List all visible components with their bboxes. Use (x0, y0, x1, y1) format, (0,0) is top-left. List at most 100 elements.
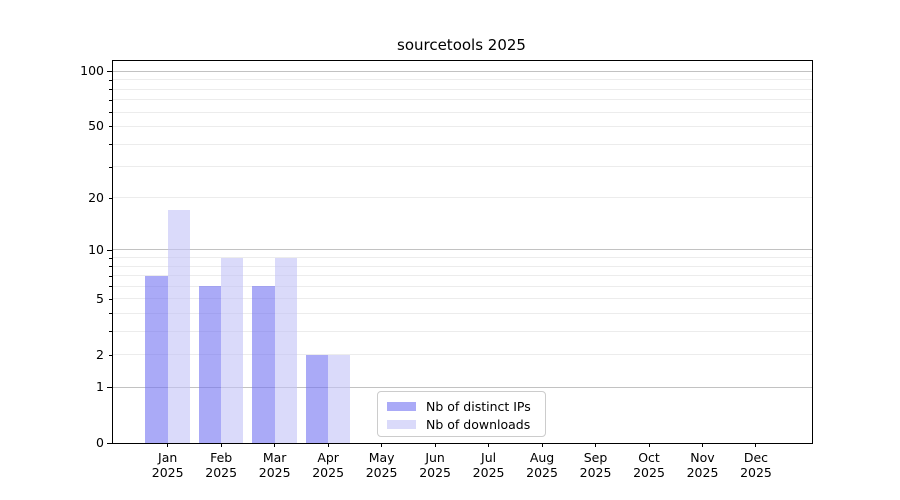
minor-gridline (113, 88, 812, 90)
minor-gridline (113, 298, 812, 300)
y-tick-label: 10 (88, 241, 104, 257)
x-tick-month: May (368, 450, 395, 465)
y-minor-tick-mark (109, 266, 112, 268)
x-tick-mark (381, 443, 383, 447)
x-tick-label: May 2025 (355, 450, 409, 480)
y-tick-mark (109, 298, 112, 300)
major-gridline (113, 70, 812, 72)
x-tick-mark (702, 443, 703, 447)
legend-items: Nb of distinct IPs Nb of downloads (386, 397, 537, 433)
minor-gridline (113, 312, 812, 314)
bar-nb-of-distinct-ips-feb (198, 286, 222, 443)
minor-gridline (113, 265, 812, 267)
major-gridline (113, 386, 812, 388)
x-tick-month: Apr (317, 450, 339, 465)
legend-swatch (387, 419, 416, 429)
x-tick-mark (595, 443, 597, 447)
x-tick-year: 2025 (258, 465, 291, 480)
x-tick-month: Nov (690, 450, 715, 465)
y-minor-tick-mark (109, 79, 112, 81)
y-minor-tick-mark (109, 313, 112, 315)
y-minor-tick-mark (109, 257, 112, 259)
legend-label: Nb of downloads (426, 416, 531, 432)
x-tick-year: 2025 (151, 465, 184, 480)
x-tick-year: 2025 (419, 465, 451, 480)
legend-row: Nb of distinct IPs (386, 397, 537, 415)
x-tick-month: Aug (529, 450, 555, 465)
bar-nb-of-distinct-ips-apr (305, 354, 329, 443)
bar-nb-of-downloads-feb (221, 257, 244, 443)
x-tick-label: Jun 2025 (408, 450, 462, 480)
bar-nb-of-downloads-apr (328, 354, 351, 443)
x-tick-label: Nov 2025 (676, 450, 730, 480)
x-tick-year: 2025 (579, 465, 612, 480)
x-tick-month: Oct (638, 450, 660, 465)
x-tick-label: Aug 2025 (515, 450, 569, 480)
x-tick-year: 2025 (472, 465, 505, 480)
y-minor-tick-mark (109, 99, 112, 101)
y-minor-tick-mark (109, 275, 112, 277)
x-tick-mark (274, 443, 276, 447)
legend: Nb of distinct IPs Nb of downloads (377, 391, 546, 437)
x-tick-month: Sep (583, 450, 608, 465)
x-tick-year: 2025 (312, 465, 345, 480)
minor-gridline (113, 354, 812, 356)
bar-nb-of-downloads-jan (167, 210, 190, 443)
minor-gridline (113, 275, 812, 277)
minor-gridline (113, 125, 812, 127)
y-tick-label: 1 (96, 379, 104, 395)
y-tick-label: 5 (96, 290, 104, 306)
bar-nb-of-distinct-ips-jan (145, 275, 168, 443)
x-tick-label: Mar 2025 (248, 450, 302, 480)
bar-nb-of-downloads-mar (274, 257, 297, 443)
y-tick-mark (109, 126, 112, 128)
x-tick-year: 2025 (365, 465, 398, 480)
y-tick-label: 0 (96, 435, 104, 450)
x-tick-label: Apr 2025 (301, 450, 355, 480)
x-tick-month: Feb (210, 450, 233, 465)
y-tick-label: 2 (96, 346, 104, 362)
y-minor-tick-mark (109, 286, 112, 288)
x-tick-month: Dec (743, 450, 769, 465)
x-tick-mark (648, 443, 650, 447)
y-minor-tick-mark (109, 144, 112, 146)
x-tick-mark (755, 443, 757, 447)
x-tick-mark (434, 443, 436, 447)
x-tick-mark (220, 443, 222, 447)
minor-gridline (113, 79, 812, 81)
x-tick-month: Jul (481, 450, 497, 465)
y-tick-label: 20 (88, 189, 104, 205)
minor-gridline (113, 257, 812, 259)
bar-nb-of-distinct-ips-mar (252, 286, 275, 443)
minor-gridline (113, 330, 812, 332)
x-tick-label: Jul 2025 (462, 450, 516, 480)
legend-row: Nb of downloads (386, 415, 537, 433)
y-tick-mark (109, 354, 112, 356)
y-tick-mark (107, 249, 112, 251)
x-tick-year: 2025 (526, 465, 558, 480)
minor-gridline (113, 143, 812, 145)
legend-swatch (387, 401, 416, 411)
y-tick-mark (107, 387, 112, 389)
x-tick-mark (327, 443, 329, 447)
x-tick-label: Feb 2025 (194, 450, 248, 480)
y-minor-tick-mark (109, 89, 112, 91)
major-gridline (113, 249, 812, 251)
x-tick-year: 2025 (205, 465, 238, 480)
x-tick-label: Jan 2025 (141, 450, 195, 480)
y-tick-mark (107, 443, 112, 444)
x-tick-mark (541, 443, 543, 447)
y-tick-mark (107, 71, 112, 73)
minor-gridline (113, 111, 812, 113)
y-tick-label: 50 (88, 118, 104, 134)
x-tick-label: Sep 2025 (569, 450, 623, 480)
chart-title: sourcetools 2025 (397, 36, 526, 54)
y-tick-label: 100 (80, 63, 104, 79)
y-minor-tick-mark (109, 112, 112, 114)
minor-gridline (113, 166, 812, 168)
x-tick-mark (167, 443, 169, 447)
x-tick-year: 2025 (686, 465, 719, 480)
x-tick-year: 2025 (740, 465, 772, 480)
minor-gridline (113, 197, 812, 199)
